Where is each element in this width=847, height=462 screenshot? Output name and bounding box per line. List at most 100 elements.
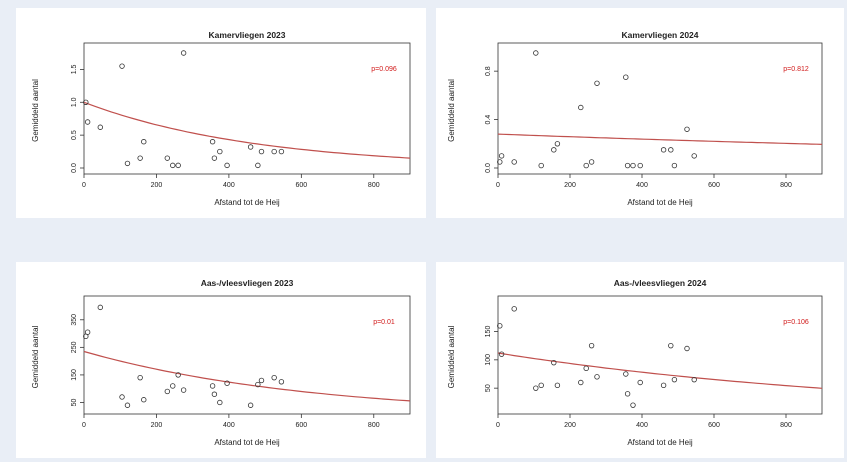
data-point: [554, 141, 561, 147]
x-axis-label: Afstand tot de Heij: [214, 198, 280, 207]
p-value-label: p=0.01: [373, 319, 395, 326]
data-point: [141, 139, 147, 145]
data-point: [624, 391, 631, 397]
data-point: [660, 382, 667, 389]
data-point: [247, 144, 254, 150]
data-point: [119, 63, 125, 69]
x-tick-label: 0: [496, 182, 500, 189]
data-point: [164, 155, 171, 161]
y-axis-label: Gemiddeld aantal: [447, 325, 456, 388]
data-point: [258, 148, 265, 155]
data-point: [497, 159, 503, 165]
chart-title: Aas-/vleesvliegen 2023: [201, 278, 294, 288]
data-point: [630, 402, 636, 408]
data-point: [551, 359, 557, 366]
data-point: [637, 379, 643, 386]
y-axis-label: Gemiddeld aantal: [31, 325, 40, 388]
data-point: [691, 153, 697, 159]
fit-curve: [497, 133, 823, 145]
data-point: [668, 147, 674, 153]
plot-frame: [83, 295, 411, 415]
x-tick-label: 400: [223, 182, 235, 189]
data-point: [660, 147, 667, 153]
y-tick-label: 0.4: [485, 115, 492, 125]
data-point: [624, 162, 631, 169]
chart-panel-aasvliegen-2024: Aas-/vleesvliegen 2024 0 200 400 600 800 50 100…: [436, 262, 844, 458]
chart-title: Kamervliegen 2023: [208, 30, 285, 40]
data-point: [533, 50, 539, 56]
data-point: [224, 380, 230, 386]
data-point: [84, 119, 91, 125]
data-point: [119, 394, 125, 400]
y-tick-label: 0.0: [71, 163, 78, 173]
data-point: [84, 329, 91, 335]
y-axis-label: Gemiddeld aantal: [31, 79, 40, 142]
data-point: [137, 374, 143, 381]
x-tick-label: 600: [295, 422, 307, 429]
data-point: [583, 365, 589, 372]
data-point: [578, 104, 584, 111]
x-tick-label: 800: [368, 422, 380, 429]
chart-title: Aas-/vleesvliegen 2024: [614, 278, 707, 288]
data-point: [538, 162, 544, 169]
plot-frame: [497, 42, 823, 175]
data-point: [588, 159, 595, 165]
data-point: [255, 381, 261, 388]
data-point: [164, 388, 171, 395]
x-tick-label: 600: [708, 182, 720, 189]
data-point: [623, 371, 629, 377]
data-point: [538, 382, 544, 389]
data-point: [209, 139, 216, 145]
x-tick-label: 200: [564, 422, 576, 429]
p-value-label: p=0.106: [783, 319, 809, 326]
data-point: [588, 342, 595, 349]
data-point: [533, 385, 539, 391]
p-value-label: p=0.096: [371, 66, 397, 73]
y-tick-label: 100: [485, 354, 492, 366]
fit-curve: [497, 352, 823, 389]
data-point: [170, 383, 176, 389]
x-axis-label: Afstand tot de Heij: [627, 198, 693, 207]
x-tick-label: 600: [708, 422, 720, 429]
y-tick-label: 50: [71, 398, 78, 406]
x-tick-label: 400: [223, 422, 235, 429]
data-point: [271, 374, 277, 381]
data-point: [97, 304, 103, 311]
data-point: [684, 345, 690, 352]
x-tick-label: 200: [564, 182, 576, 189]
y-tick-label: 150: [485, 326, 492, 338]
chart-svg: Aas-/vleesvliegen 2023 0 200 400 600 800 50 150…: [31, 278, 411, 447]
data-point: [258, 377, 265, 384]
plot-frame: [83, 42, 411, 175]
y-tick-label: 1.0: [71, 97, 78, 107]
data-point: [180, 50, 187, 56]
data-point: [271, 148, 277, 155]
data-point: [278, 148, 285, 155]
data-point: [180, 387, 187, 393]
data-point: [630, 162, 636, 169]
chart-panel-aasvliegen-2023: Aas-/vleesvliegen 2023 0 200 400 600 800 50 150…: [16, 262, 426, 458]
data-point: [497, 323, 503, 329]
data-point: [175, 162, 181, 169]
data-point: [170, 162, 176, 169]
x-tick-label: 800: [780, 182, 792, 189]
data-point: [97, 124, 103, 130]
x-tick-label: 200: [151, 182, 163, 189]
data-point: [83, 99, 89, 105]
chart-svg: Aas-/vleesvliegen 2024 0 200 400 600 800 50 100…: [447, 278, 823, 447]
y-tick-label: 50: [485, 384, 492, 392]
data-point: [583, 162, 589, 169]
y-tick-label: 0.8: [485, 66, 492, 76]
data-point: [209, 383, 216, 389]
data-point: [175, 372, 181, 378]
chart-title: Kamervliegen 2024: [621, 30, 698, 40]
data-point: [278, 379, 285, 385]
data-point: [554, 382, 561, 389]
data-point: [671, 162, 678, 169]
x-tick-label: 600: [295, 182, 307, 189]
y-tick-label: 1.5: [71, 64, 78, 74]
data-point: [211, 155, 218, 161]
data-point: [124, 160, 131, 167]
x-tick-label: 800: [780, 422, 792, 429]
fit-curve: [83, 350, 411, 402]
